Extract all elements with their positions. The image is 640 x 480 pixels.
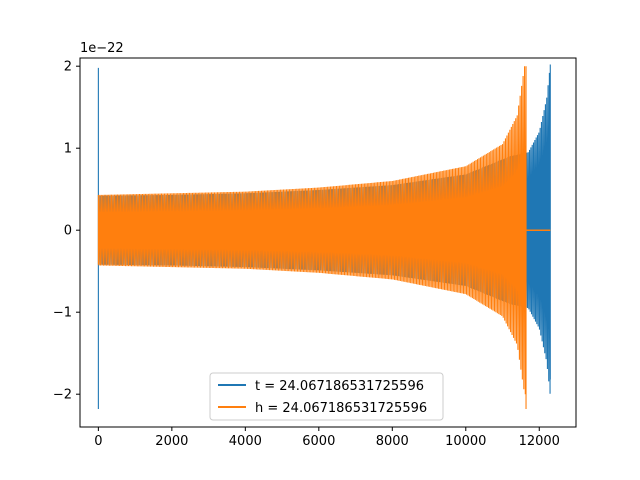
x-tick-label: 4000 bbox=[229, 434, 262, 449]
y-tick-label: −2 bbox=[53, 388, 72, 403]
series-layer bbox=[97, 64, 551, 409]
x-tick-label: 0 bbox=[94, 434, 102, 449]
y-tick-label: 2 bbox=[64, 60, 72, 75]
legend-box bbox=[209, 372, 444, 421]
y-axis: −2 −1 0 1 2 bbox=[53, 60, 80, 403]
x-tick-label: 10000 bbox=[445, 434, 486, 449]
legend: t = 24.067186531725596 h = 24.0671865317… bbox=[209, 372, 444, 421]
series-line-1 bbox=[97, 66, 527, 409]
x-tick-label: 2000 bbox=[155, 434, 188, 449]
x-axis: 0 2000 4000 6000 8000 10000 12000 bbox=[94, 427, 560, 449]
x-tick-label: 8000 bbox=[376, 434, 409, 449]
y-tick-label: 0 bbox=[64, 224, 72, 239]
series-1 bbox=[97, 66, 551, 409]
y-tick-label: −1 bbox=[53, 306, 72, 321]
y-offset-text: 1e−22 bbox=[80, 41, 124, 56]
legend-label-h: h = 24.067186531725596 bbox=[255, 401, 427, 416]
y-tick-label: 1 bbox=[64, 142, 72, 157]
x-tick-label: 6000 bbox=[302, 434, 335, 449]
plot-frame bbox=[79, 57, 577, 428]
x-tick-label: 12000 bbox=[519, 434, 560, 449]
legend-label-t: t = 24.067186531725596 bbox=[255, 379, 424, 394]
